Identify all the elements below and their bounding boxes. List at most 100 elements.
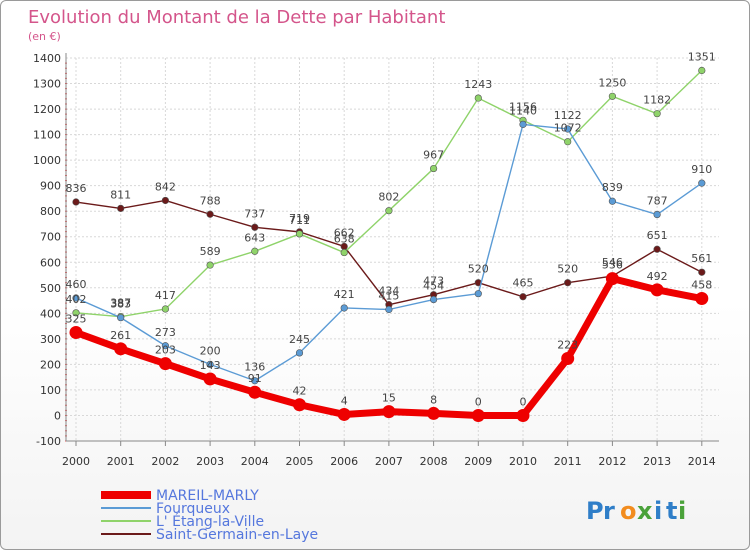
data-point-1 [385,305,393,314]
data-label: 245 [289,333,310,346]
data-point-1 [295,349,304,357]
data-label: 261 [110,329,131,342]
data-point-2 [206,261,214,269]
data-point-0 [293,398,306,412]
data-point-1 [653,210,661,219]
data-label: 910 [691,163,712,176]
data-label: 8 [430,393,437,406]
data-point-2 [430,164,438,173]
x-tick-label: 2000 [62,455,90,468]
data-label: 520 [557,263,578,276]
data-label: 1243 [464,78,492,91]
data-point-2 [385,207,393,215]
x-tick-label: 2008 [420,455,448,468]
data-point-2 [251,247,259,255]
data-label: 662 [334,226,355,239]
x-tick-label: 2009 [464,455,492,468]
data-label: 383 [110,298,131,311]
data-point-0 [203,372,217,386]
y-tick-label: 400 [40,307,61,320]
logo-letter: x [637,497,653,525]
y-tick-label: 500 [40,282,61,295]
data-label: 143 [200,359,221,372]
data-label: 719 [289,212,310,225]
data-point-2 [161,305,169,313]
data-point-1 [519,120,527,128]
data-label: 203 [155,344,176,357]
logo-letter: o [620,497,637,525]
data-label: 465 [513,277,534,290]
data-point-0 [695,292,709,306]
data-label: 811 [110,188,131,201]
y-tick-label: 900 [40,180,61,193]
y-tick-label: 1200 [33,103,61,116]
data-point-1 [564,125,572,133]
data-point-0 [471,408,485,422]
data-label: 473 [423,275,444,288]
y-tick-label: 800 [40,205,61,218]
data-point-3 [519,293,527,301]
data-label: 561 [691,252,712,265]
data-point-2 [608,92,617,100]
x-tick-label: 2006 [330,455,358,468]
data-label: 136 [244,361,265,374]
data-point-3 [161,196,169,205]
data-label: 839 [602,181,623,194]
data-label: 842 [155,180,176,193]
series-group [69,66,709,422]
data-label: 788 [200,194,221,207]
legend-label-2: L' Étang-la-Ville [156,513,264,530]
legend-label-3: Saint-Germain-en-Laye [156,527,318,543]
data-label: 434 [378,285,399,298]
data-label: 0 [475,395,482,408]
data-label: 402 [66,293,87,306]
data-label: 0 [520,395,527,408]
data-point-0 [516,408,530,422]
y-tick-label: -100 [36,435,61,448]
data-label: 325 [66,312,87,325]
data-point-1 [340,304,348,312]
data-point-0 [605,272,619,286]
data-label: 802 [378,191,399,204]
data-label: 273 [155,326,176,339]
data-label: 42 [293,385,307,398]
y-tick-label: 1100 [33,129,61,142]
data-point-0 [561,352,575,366]
data-label: 546 [602,256,623,269]
data-label: 520 [468,263,489,276]
data-point-1 [117,314,125,322]
data-label: 536 [602,259,623,272]
data-label: 458 [691,279,712,292]
data-label: 643 [244,231,265,244]
data-label: 1250 [598,76,626,89]
data-label: 651 [647,229,668,242]
x-tick-label: 2007 [375,455,403,468]
data-point-3 [653,245,661,253]
data-label: 638 [334,233,355,246]
axes: -100010020030040050060070080090010001100… [33,52,719,468]
data-point-2 [698,66,706,75]
data-label: 421 [334,288,355,301]
y-tick-label: 700 [40,231,61,244]
data-label: 15 [382,392,396,405]
legend-label-1: Fourqueux [156,501,230,517]
x-tick-label: 2005 [286,455,314,468]
data-point-1 [161,342,169,350]
data-label: 1156 [509,100,537,113]
grid [66,57,719,442]
data-label: 460 [66,278,87,291]
data-point-2 [295,230,304,238]
y-tick-label: 300 [40,333,61,346]
data-point-0 [427,406,441,420]
x-tick-label: 2010 [509,455,537,468]
y-tick-label: 0 [54,409,61,422]
data-point-2 [340,248,348,257]
data-point-3 [251,223,259,231]
data-point-0 [248,385,262,399]
y-tick-label: 1000 [33,154,61,167]
data-point-1 [206,360,214,369]
x-tick-label: 2002 [151,455,179,468]
